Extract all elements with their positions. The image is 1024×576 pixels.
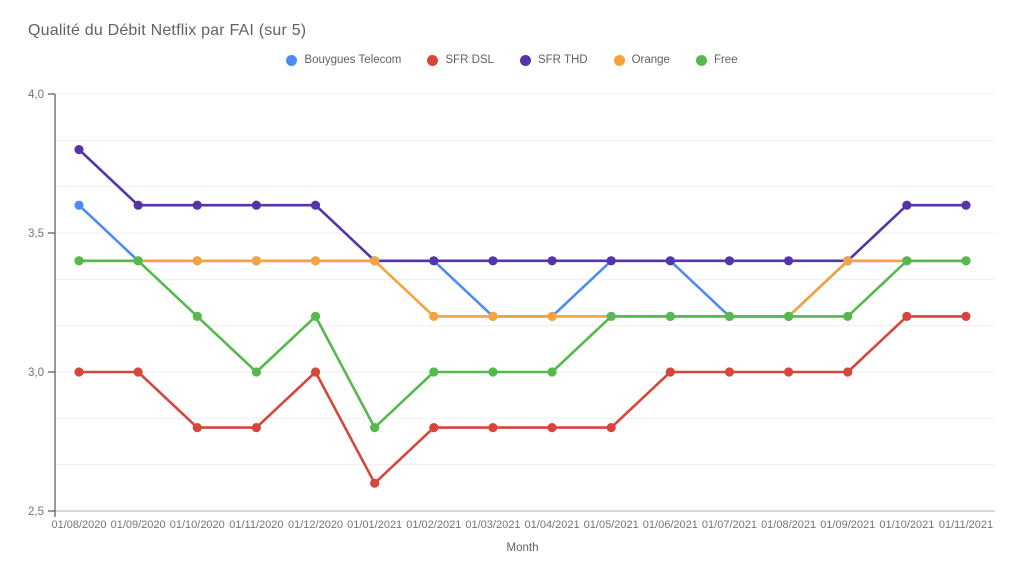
data-point-orange — [843, 256, 853, 266]
data-point-sfr-dsl — [724, 367, 735, 377]
data-point-sfr-thd — [488, 256, 498, 266]
legend-item-sfr-thd[interactable]: SFR THD — [519, 54, 588, 66]
data-point-sfr-thd — [74, 145, 84, 155]
x-axis-tick-label: 01/09/2020 — [111, 519, 166, 531]
data-point-sfr-dsl — [665, 367, 675, 377]
legend-item-label: SFR DSL — [445, 54, 494, 66]
data-point-sfr-dsl — [547, 423, 557, 433]
data-point-free — [310, 311, 321, 321]
data-point-sfr-thd — [547, 256, 557, 266]
x-axis-tick-label: 01/10/2020 — [170, 519, 225, 531]
x-axis-tick-label: 01/11/2021 — [939, 519, 993, 531]
series-line-orange — [77, 259, 968, 318]
data-point-free — [724, 311, 735, 321]
data-point-free — [784, 311, 794, 321]
data-point-orange — [488, 311, 498, 321]
legend-marker-icon — [695, 54, 707, 66]
legend-item-orange[interactable]: Orange — [613, 54, 670, 66]
y-axis-tick-label: 4,0 — [28, 89, 44, 101]
data-point-sfr-thd — [784, 256, 794, 266]
data-point-free — [665, 311, 675, 321]
data-point-sfr-thd — [133, 200, 143, 210]
data-point-sfr-dsl — [310, 367, 321, 377]
data-point-free — [370, 423, 380, 433]
chart-title: Qualité du Débit Netflix par FAI (sur 5) — [28, 22, 307, 39]
data-point-sfr-dsl — [429, 423, 439, 433]
legend-marker-icon — [519, 54, 531, 66]
data-point-sfr-thd — [310, 200, 321, 210]
data-point-orange — [310, 256, 321, 266]
data-point-sfr-thd — [724, 256, 735, 266]
data-point-free — [429, 367, 439, 377]
x-axis-tick-label: 01/11/2020 — [229, 519, 283, 531]
data-point-free — [251, 367, 261, 377]
data-point-sfr-dsl — [843, 367, 853, 377]
data-point-sfr-dsl — [192, 423, 202, 433]
data-point-free — [961, 256, 971, 266]
legend-item-label: SFR THD — [537, 54, 588, 66]
data-point-free — [133, 256, 143, 266]
x-axis-tick-label: 01/12/2020 — [288, 519, 343, 531]
data-point-free — [843, 311, 853, 321]
x-axis-tick-label: 01/05/2021 — [584, 519, 639, 531]
legend-item-sfr-dsl[interactable]: SFR DSL — [427, 54, 494, 66]
data-point-orange — [192, 256, 202, 266]
data-point-orange — [429, 311, 439, 321]
x-axis-tick-label: 01/08/2021 — [761, 519, 816, 531]
x-axis-tick-label: 01/01/2021 — [347, 519, 402, 531]
x-axis-tick-label: 01/08/2020 — [51, 519, 106, 531]
data-point-sfr-thd — [251, 200, 261, 210]
x-axis-tick-label: 01/10/2021 — [879, 519, 934, 531]
data-point-free — [902, 256, 912, 266]
x-axis-tick-label: 01/02/2021 — [406, 519, 461, 531]
data-point-sfr-dsl — [370, 478, 380, 488]
legend-item-free[interactable]: Free — [695, 54, 738, 66]
x-axis-tick-label: 01/07/2021 — [702, 519, 757, 531]
data-point-sfr-thd — [429, 256, 439, 266]
data-point-sfr-dsl — [902, 311, 912, 321]
data-point-sfr-dsl — [488, 423, 498, 433]
data-point-orange — [547, 311, 557, 321]
data-point-free — [192, 311, 202, 321]
data-point-sfr-thd — [192, 200, 202, 210]
legend-item-bouygues-telecom[interactable]: Bouygues Telecom — [286, 54, 401, 66]
legend-item-label: Orange — [631, 54, 670, 66]
data-point-sfr-thd — [961, 200, 971, 210]
data-point-free — [547, 367, 557, 377]
data-point-free — [74, 256, 84, 266]
legend-marker-icon — [427, 54, 439, 66]
data-point-sfr-thd — [606, 256, 616, 266]
data-point-sfr-dsl — [784, 367, 794, 377]
data-point-sfr-thd — [665, 256, 675, 266]
series-line-free — [77, 259, 968, 429]
x-axis-tick-label: 01/04/2021 — [525, 519, 580, 531]
series-line-sfr-thd — [77, 148, 968, 263]
series-line-sfr-dsl — [77, 315, 968, 485]
legend-item-label: Free — [713, 54, 738, 66]
data-point-free — [606, 311, 616, 321]
y-axis-tick-label: 2,5 — [28, 506, 44, 518]
x-axis-tick-label: 01/03/2021 — [465, 519, 520, 531]
data-point-sfr-dsl — [74, 367, 84, 377]
data-point-sfr-dsl — [606, 423, 616, 433]
legend-marker-icon — [613, 54, 625, 66]
x-axis-title: Month — [507, 542, 539, 554]
legend-marker-icon — [286, 54, 298, 66]
data-point-sfr-dsl — [961, 311, 971, 321]
data-point-orange — [370, 256, 380, 266]
y-axis-tick-label: 3,0 — [28, 367, 44, 379]
data-point-sfr-thd — [902, 200, 912, 210]
legend: Bouygues Telecom SFR DSL SFR THD Orange Free — [0, 54, 1024, 66]
data-point-sfr-dsl — [133, 367, 143, 377]
data-point-sfr-dsl — [251, 423, 261, 433]
data-point-orange — [251, 256, 261, 266]
legend-item-label: Bouygues Telecom — [304, 54, 402, 66]
x-axis-tick-label: 01/06/2021 — [643, 519, 698, 531]
x-axis-tick-label: 01/09/2021 — [820, 519, 875, 531]
data-point-bouygues-telecom — [74, 200, 84, 210]
y-axis-tick-label: 3,5 — [28, 228, 44, 240]
data-point-free — [488, 367, 498, 377]
